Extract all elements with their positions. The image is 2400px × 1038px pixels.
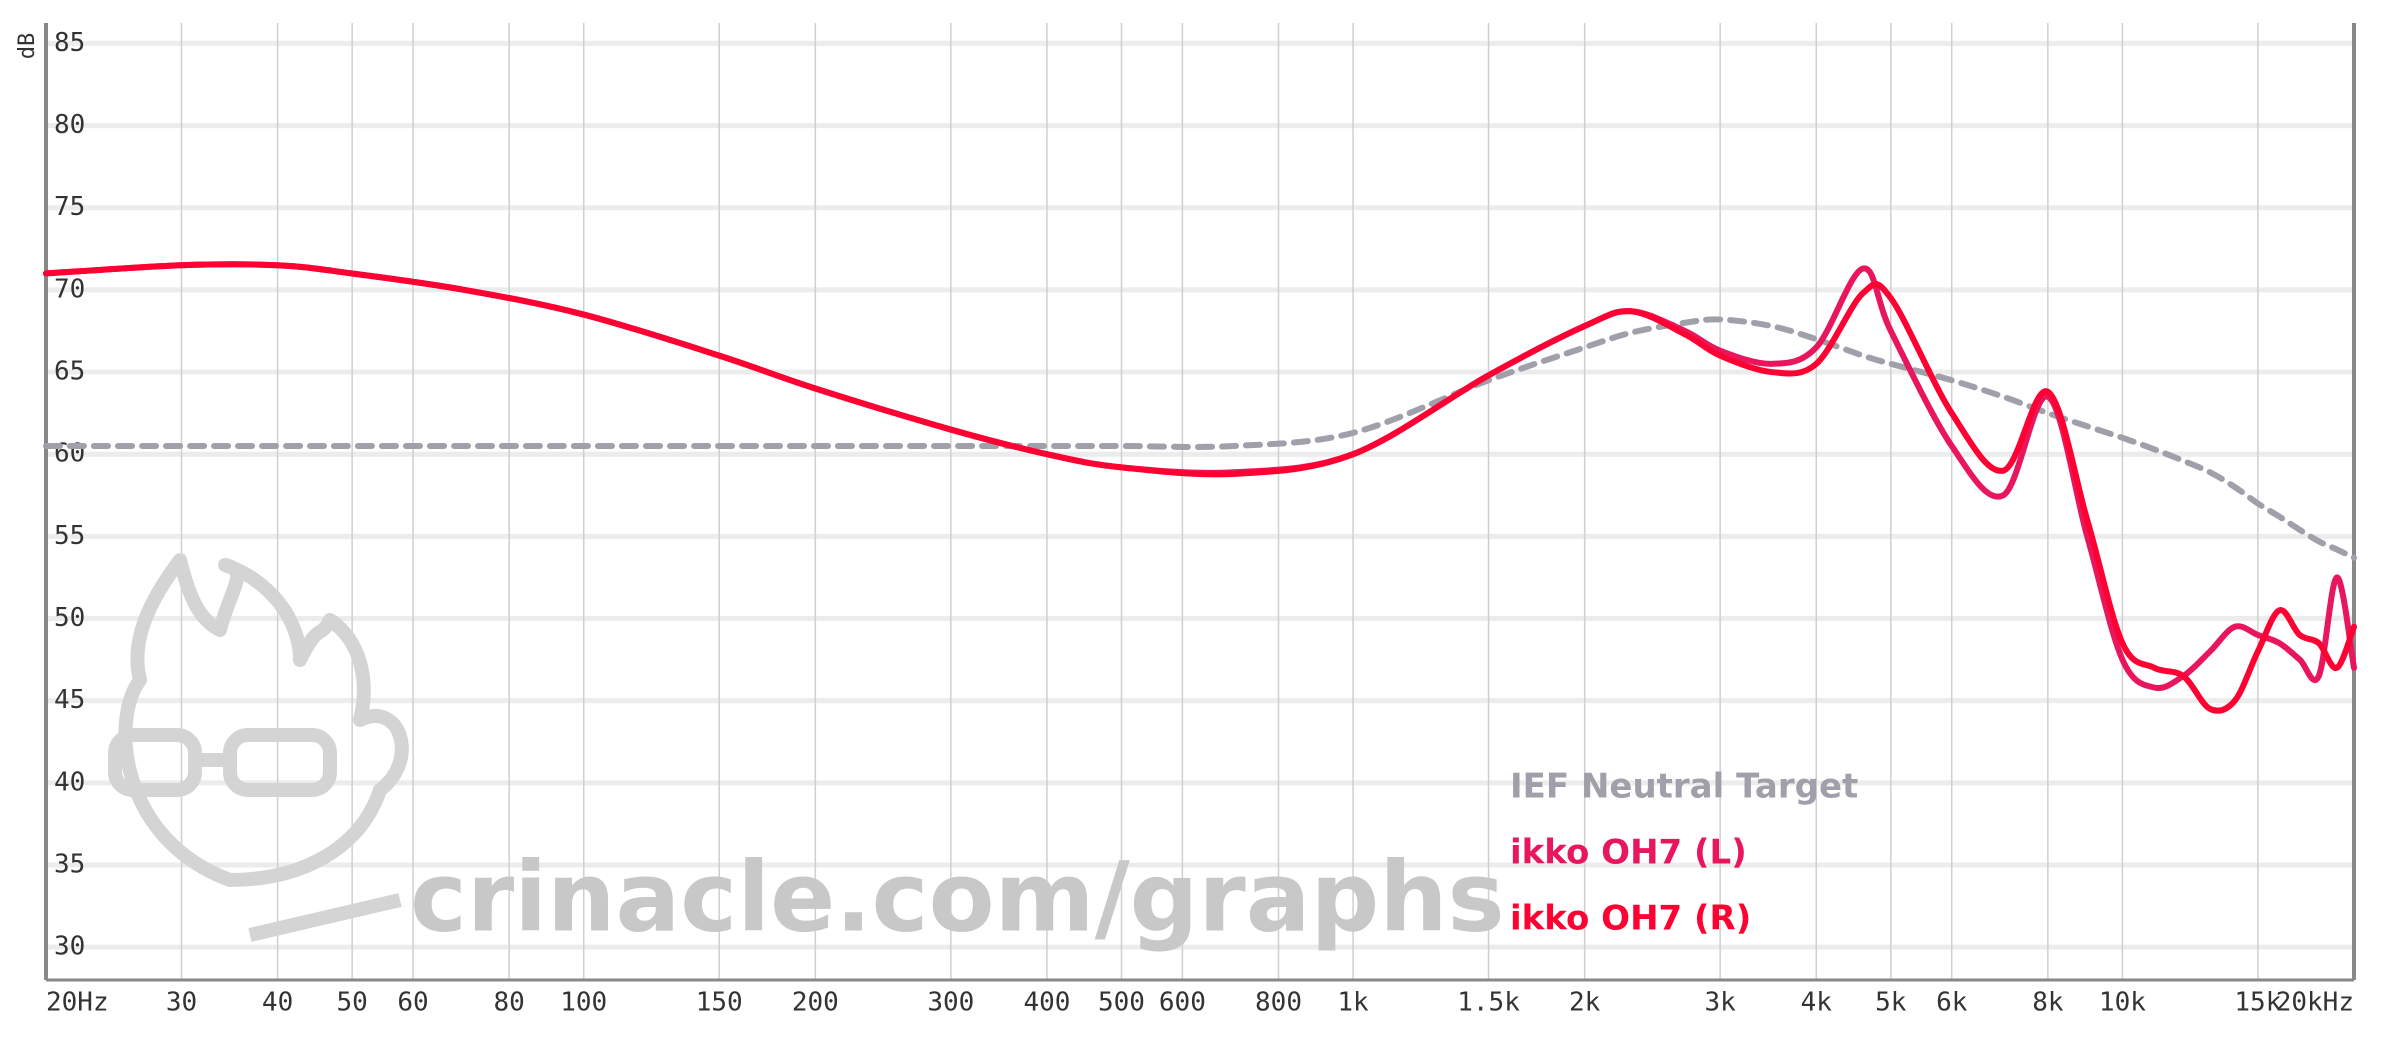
line-series xyxy=(43,261,2357,714)
y-tick-label: 45 xyxy=(54,685,85,715)
x-tick-label: 150 xyxy=(696,988,743,1018)
legend-entry: ikko OH7 (R) xyxy=(1510,899,1751,939)
x-tick-label: 100 xyxy=(560,988,607,1018)
x-tick-label: 200 xyxy=(792,988,839,1018)
x-tick-label: 300 xyxy=(927,988,974,1018)
x-tick-label: 800 xyxy=(1255,988,1302,1018)
x-tick-label: 500 xyxy=(1098,988,1145,1018)
y-tick-label: 65 xyxy=(54,357,85,387)
x-tick-label: 400 xyxy=(1023,988,1070,1018)
x-tick-label: 3k xyxy=(1704,988,1736,1018)
line-series xyxy=(43,316,2357,561)
x-tick-label: 20Hz xyxy=(46,988,109,1018)
x-tick-label: 30 xyxy=(166,988,197,1018)
x-tick-label: 80 xyxy=(494,988,525,1018)
x-tick-label: 50 xyxy=(336,988,367,1018)
x-tick-label: 5k xyxy=(1875,988,1907,1018)
y-tick-label: 70 xyxy=(54,274,85,304)
y-tick-label: 55 xyxy=(54,521,85,551)
x-tick-label: 6k xyxy=(1936,988,1968,1018)
legend-entry: IEF Neutral Target xyxy=(1510,767,1858,807)
face-details xyxy=(195,753,402,942)
watermark: crinacle.com/graphs xyxy=(410,841,1505,953)
x-tick-label: 20kHz xyxy=(2276,988,2354,1018)
y-tick-label: 75 xyxy=(54,192,85,222)
x-tick-label: 4k xyxy=(1801,988,1833,1018)
x-tick-label: 600 xyxy=(1159,988,1206,1018)
y-tick-label: 30 xyxy=(54,932,85,962)
x-tick-label: 8k xyxy=(2032,988,2064,1018)
x-tick-label: 40 xyxy=(262,988,293,1018)
x-tick-label: 1.5k xyxy=(1457,988,1520,1018)
x-tick-label: 2k xyxy=(1569,988,1601,1018)
x-tick-label: 60 xyxy=(397,988,428,1018)
y-tick-label: 80 xyxy=(54,110,85,140)
y-tick-label: 35 xyxy=(54,849,85,879)
grid xyxy=(44,23,2356,980)
y-tick-label: 40 xyxy=(54,767,85,797)
y-tick-label: 85 xyxy=(54,28,85,58)
legend-entry: ikko OH7 (L) xyxy=(1510,833,1747,873)
x-tick-label: 15k xyxy=(2234,988,2281,1018)
y-tick-label: 50 xyxy=(54,603,85,633)
y-axis-label: dB xyxy=(15,33,40,60)
x-tick-label: 1k xyxy=(1337,988,1369,1018)
face-outline xyxy=(118,553,409,887)
watermark-face xyxy=(108,553,409,942)
x-tick-label: 10k xyxy=(2099,988,2146,1018)
